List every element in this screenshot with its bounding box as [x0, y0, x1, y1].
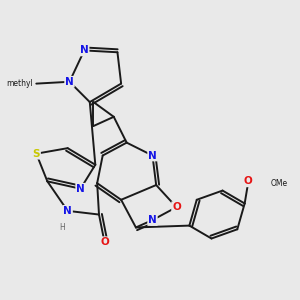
- Text: methyl: methyl: [6, 79, 33, 88]
- Text: N: N: [148, 151, 157, 160]
- Text: OMe: OMe: [271, 179, 288, 188]
- Text: S: S: [33, 149, 40, 159]
- Text: N: N: [80, 45, 88, 56]
- Text: N: N: [148, 215, 157, 225]
- Text: O: O: [172, 202, 181, 212]
- Text: H: H: [59, 223, 65, 232]
- Text: N: N: [76, 184, 85, 194]
- Text: N: N: [63, 206, 72, 216]
- Text: N: N: [65, 77, 74, 87]
- Text: O: O: [244, 176, 253, 186]
- Text: O: O: [100, 237, 109, 247]
